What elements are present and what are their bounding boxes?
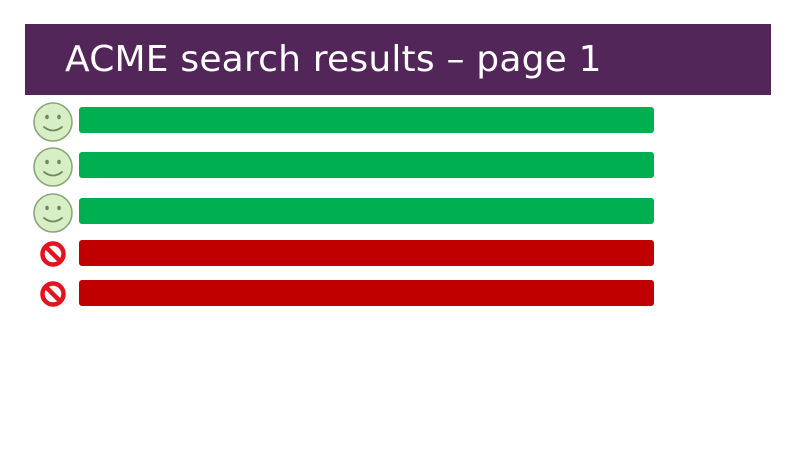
smiley-face-icon [32,192,74,238]
relevant-result-bar [79,152,654,178]
smiley-face-icon [32,101,74,147]
relevant-result-bar [79,107,654,133]
no-sign-icon [39,280,67,312]
irrelevant-result-bar [79,280,654,306]
title-banner: ACME search results – page 1 [25,24,771,95]
page-title: ACME search results – page 1 [65,39,602,80]
no-sign-icon [39,240,67,272]
smiley-face-icon [32,146,74,192]
relevant-result-bar [79,198,654,224]
irrelevant-result-bar [79,240,654,266]
